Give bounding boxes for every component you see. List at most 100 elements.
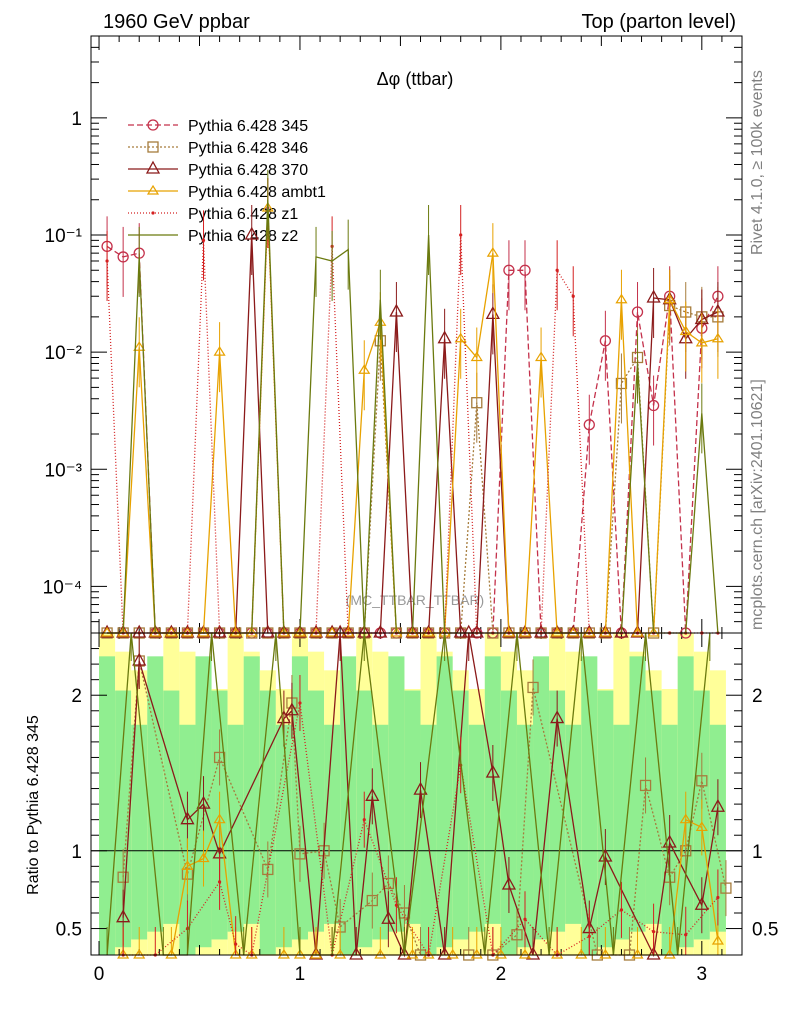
header-left-title: 1960 GeV ppbar	[103, 11, 250, 33]
ratio-point	[446, 948, 459, 959]
series-z1	[105, 178, 720, 635]
band-inner-bin	[533, 656, 550, 940]
plot-title: Δφ (ttbar)	[377, 69, 454, 89]
data-point	[599, 335, 612, 347]
ratio-point	[631, 948, 644, 959]
legend-label: Pythia 6.428 ambt1	[188, 184, 326, 201]
ratio-y-tick-label: 2	[71, 686, 82, 707]
band-inner-bin	[613, 724, 630, 940]
ratio-point	[165, 948, 178, 959]
ratio-point	[575, 948, 588, 959]
band-inner-bin	[597, 690, 614, 948]
legend-marker	[151, 211, 155, 215]
data-point	[105, 259, 109, 263]
ratio-point	[196, 795, 211, 809]
band-inner-bin	[99, 656, 116, 955]
band-inner-bin	[243, 656, 260, 924]
ratio-point	[587, 934, 591, 938]
data-point	[551, 626, 564, 637]
data-point	[293, 626, 307, 637]
ratio-point	[527, 681, 539, 694]
data-point	[599, 626, 612, 637]
ratio-point	[133, 948, 146, 959]
analysis-watermark: (MC_TTBAR_TTBAR)	[346, 592, 484, 608]
ratio-series-z1	[121, 675, 720, 957]
series-line	[106, 207, 718, 634]
data-point	[453, 624, 468, 638]
legend-marker	[145, 160, 161, 174]
ratio-point	[181, 860, 194, 870]
x-tick-label: 3	[697, 964, 708, 985]
data-point	[598, 624, 613, 638]
data-point	[308, 624, 324, 638]
ratio-point	[550, 710, 565, 724]
ratio-point	[229, 948, 242, 959]
data-point	[517, 624, 533, 638]
band-inner-bin	[452, 690, 469, 940]
legend-label: Pythia 6.428 346	[188, 140, 308, 157]
ratio-point	[394, 903, 399, 907]
legend-marker	[147, 141, 159, 153]
ratio-y-tick-label-right: 0.5	[752, 920, 778, 941]
band-inner-bin	[500, 690, 517, 955]
series-s370	[99, 205, 725, 638]
data-point	[615, 293, 628, 304]
ratio-point	[309, 948, 323, 959]
ratio-point	[716, 895, 720, 900]
ratio-point	[619, 908, 624, 912]
data-point	[117, 626, 130, 637]
ratio-point	[679, 813, 692, 824]
data-point	[276, 624, 291, 638]
data-point	[116, 624, 131, 638]
ratio-point	[437, 946, 452, 960]
ratio-point	[333, 624, 348, 638]
data-point	[566, 624, 581, 638]
ratio-point	[308, 946, 324, 960]
data-point	[583, 626, 596, 637]
ratio-line	[122, 632, 719, 958]
legend-marker	[147, 119, 159, 131]
data-point	[614, 624, 629, 638]
data-point	[100, 626, 114, 637]
data-point	[583, 419, 595, 431]
band-inner-bin	[581, 656, 598, 955]
band-inner-bin	[468, 724, 485, 932]
ratio-point	[374, 948, 387, 959]
data-point	[630, 624, 645, 638]
band-inner-bin	[115, 690, 132, 948]
data-point	[486, 247, 499, 257]
ratio-series-z2	[106, 632, 711, 956]
ratio-point	[651, 930, 656, 934]
ratio-point	[117, 871, 129, 883]
data-point	[663, 293, 676, 304]
data-point	[228, 624, 243, 638]
ratio-line	[123, 702, 719, 957]
data-point	[469, 624, 484, 638]
ratio-point	[116, 909, 131, 923]
mcplots-label: mcplots.cern.ch [arXiv:2401.10621]	[749, 379, 766, 630]
data-point	[571, 294, 575, 298]
ratio-y-tick-label-right: 2	[752, 686, 763, 707]
ratio-point	[362, 818, 366, 822]
y-tick-label: 10⁻⁴	[43, 577, 82, 598]
ratio-y-tick-label: 0.5	[56, 920, 82, 941]
legend-label: Pythia 6.428 z2	[188, 228, 298, 245]
band-inner-bin	[549, 690, 566, 932]
ratio-point	[485, 764, 500, 778]
ratio-ylabel: Ratio to Pythia 6.428 345	[25, 715, 42, 895]
data-point	[503, 264, 515, 276]
data-point	[459, 233, 463, 237]
y-tick-label: 1	[71, 109, 82, 130]
data-point	[389, 303, 404, 317]
data-point	[133, 341, 146, 351]
series-ambt1	[100, 178, 724, 637]
series-line	[107, 304, 718, 634]
data-point	[358, 364, 371, 374]
data-point	[501, 624, 517, 638]
ratio-point	[117, 948, 130, 959]
ratio-point	[470, 948, 483, 959]
data-point	[229, 626, 242, 637]
y-tick-label: 10⁻²	[45, 343, 83, 364]
data-point	[646, 289, 661, 303]
